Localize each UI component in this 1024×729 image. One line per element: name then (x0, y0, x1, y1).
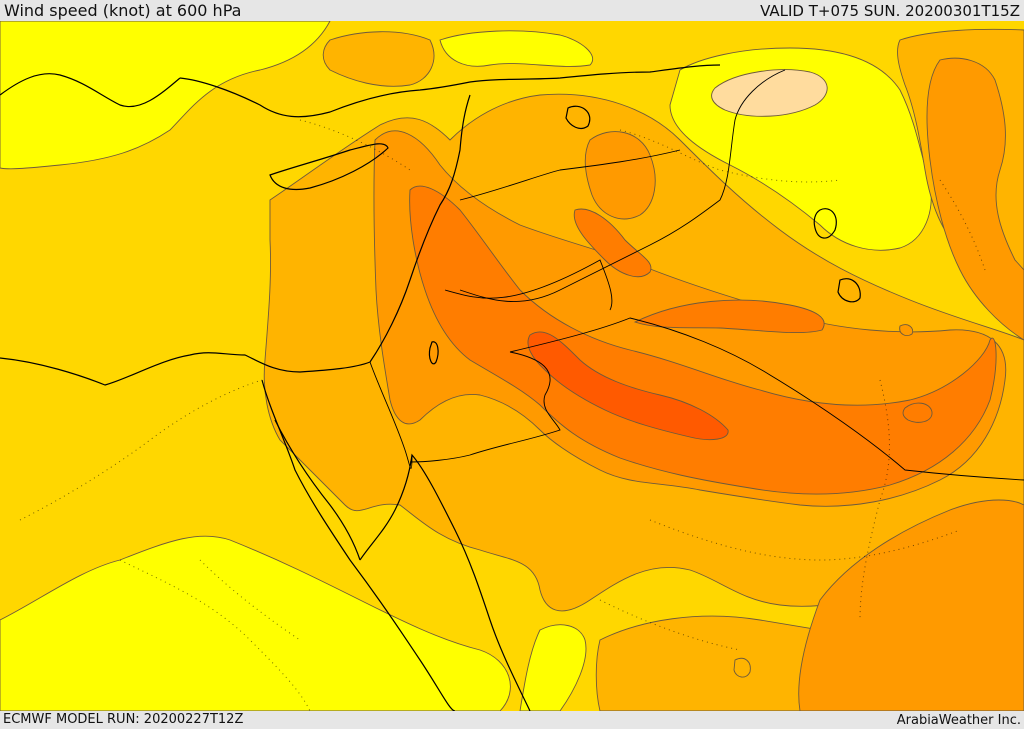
dotted-2 (119, 559, 311, 711)
border-syria-iraq (459, 69, 786, 302)
higher-iraq-streak (573, 208, 652, 278)
credit: ArabiaWeather Inc. (896, 713, 1021, 728)
higher-gulf-streak (633, 299, 825, 334)
lowest-north-strip (439, 30, 593, 67)
dotted-5 (599, 599, 741, 651)
header-bar: Wind speed (knot) at 600 hPa VALID T+075… (0, 0, 1024, 21)
higher-jet-band (409, 185, 997, 495)
turkey-coast (179, 64, 721, 118)
levant-coast (369, 94, 471, 363)
caspian-fragment (813, 208, 837, 239)
border-jordan-saudi (409, 351, 561, 463)
small-blob-2 (899, 324, 914, 337)
gulf-of-suez (274, 419, 361, 561)
map-title: Wind speed (knot) at 600 hPa (4, 1, 242, 20)
lowest-west-sea (0, 21, 331, 170)
wind-speed-map (0, 21, 1024, 711)
jet-core-highest (527, 331, 729, 441)
dotted-boundaries (19, 119, 986, 711)
aegean-coast (0, 73, 181, 108)
band-higher-regions (409, 185, 997, 495)
footer-bar: ECMWF MODEL RUN: 20200227T12Z ArabiaWeat… (0, 711, 1024, 729)
valid-time: VALID T+075 SUN. 20200301T15Z (760, 2, 1020, 20)
red-sea-west (261, 379, 456, 711)
borders (369, 69, 1024, 481)
red-sea-east (359, 453, 531, 711)
model-run: ECMWF MODEL RUN: 20200227T12Z (3, 712, 244, 727)
lowest-egypt-south (0, 535, 511, 711)
small-blob-1 (733, 657, 751, 678)
med-coast-south (0, 352, 371, 386)
band-lowest-regions (0, 21, 932, 711)
lowest-redsea (519, 624, 587, 711)
border-turkey-syria (459, 149, 681, 201)
border-iraq-saudi (509, 317, 1024, 481)
gulf-lake (837, 278, 861, 303)
mid-north-cyprus (322, 31, 435, 87)
dotted-3 (199, 559, 301, 641)
dead-sea (428, 341, 439, 365)
border-egypt-israel (369, 361, 413, 469)
dotted-1 (19, 379, 263, 521)
jet-small-core (902, 402, 933, 423)
border-syria-jordan (444, 259, 613, 311)
high-north-blob (584, 131, 656, 220)
coastlines (0, 64, 861, 711)
cyprus (269, 143, 389, 191)
calm-patch (711, 69, 828, 117)
black-sea-fragment (565, 105, 591, 130)
dotted-9 (939, 179, 986, 271)
dotted-4 (649, 519, 961, 561)
high-south-east (798, 499, 1024, 711)
